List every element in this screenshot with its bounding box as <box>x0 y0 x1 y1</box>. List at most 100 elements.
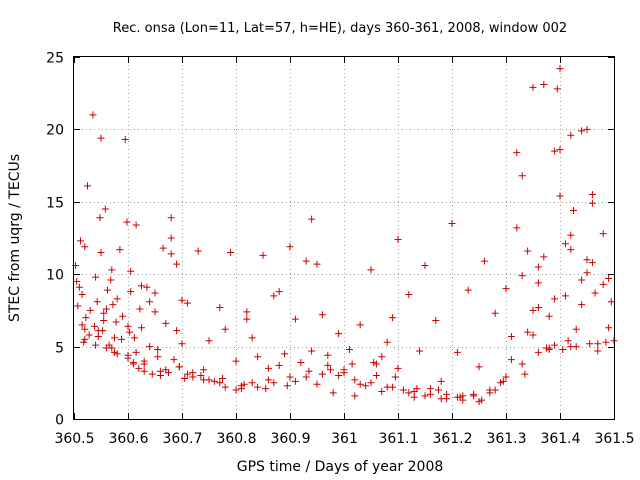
data-point <box>594 340 602 348</box>
data-point <box>602 338 610 346</box>
data-point <box>216 379 224 387</box>
data-point <box>248 379 256 387</box>
x-tick-label: 361 <box>331 431 358 447</box>
data-point <box>262 385 270 393</box>
data-point <box>264 364 272 372</box>
data-point <box>351 392 359 400</box>
data-point <box>173 260 181 268</box>
data-point <box>335 372 343 380</box>
data-point <box>389 314 397 322</box>
data-point <box>324 361 332 369</box>
data-point <box>405 389 413 397</box>
data-point <box>345 345 353 353</box>
data-point <box>586 340 594 348</box>
data-point <box>435 386 442 394</box>
data-point <box>394 235 402 243</box>
data-point <box>254 383 262 391</box>
data-point <box>248 334 256 342</box>
data-point <box>367 379 375 387</box>
data-point <box>162 366 170 374</box>
data-point <box>119 312 127 320</box>
data-point <box>178 340 186 348</box>
data-point <box>567 131 575 139</box>
data-point <box>561 292 569 300</box>
x-tick-label: 361.1 <box>378 431 418 447</box>
data-point <box>443 390 451 398</box>
data-point <box>94 327 102 335</box>
data-point <box>561 240 569 248</box>
x-tick-label: 360.6 <box>108 431 148 447</box>
data-point <box>275 361 283 369</box>
y-tick-label: 0 <box>55 413 64 429</box>
data-point <box>588 259 596 267</box>
data-point <box>221 325 229 333</box>
data-point <box>126 328 134 336</box>
data-point <box>405 290 413 298</box>
data-point <box>146 298 154 306</box>
data-point <box>475 363 483 371</box>
data-point <box>146 343 154 351</box>
data-point <box>599 280 607 288</box>
data-point <box>351 376 359 384</box>
data-point <box>116 246 124 254</box>
data-point <box>378 353 386 361</box>
data-point <box>534 348 542 356</box>
data-point <box>356 321 364 329</box>
data-point <box>551 341 559 349</box>
data-point <box>100 309 108 317</box>
grid <box>74 57 614 419</box>
data-point <box>82 314 90 322</box>
data-point <box>578 276 586 284</box>
data-point <box>529 83 537 91</box>
data-point <box>464 286 472 294</box>
data-point <box>97 248 105 256</box>
data-point <box>607 298 615 306</box>
data-point <box>559 345 567 353</box>
data-point <box>197 372 205 380</box>
data-point <box>556 146 564 154</box>
data-point <box>127 267 135 275</box>
data-points <box>72 65 618 406</box>
data-point <box>513 149 521 157</box>
data-point <box>216 304 224 312</box>
data-point <box>521 370 529 378</box>
data-point <box>570 206 577 214</box>
data-point <box>588 191 596 199</box>
data-point <box>502 285 510 293</box>
data-point <box>210 377 218 385</box>
data-point <box>92 341 100 349</box>
data-point <box>594 347 602 355</box>
data-point <box>92 273 100 281</box>
data-point <box>101 205 109 213</box>
data-point <box>356 380 364 388</box>
data-point <box>551 295 559 303</box>
data-point <box>154 345 162 353</box>
data-point <box>524 247 532 255</box>
data-point <box>113 295 121 303</box>
data-point <box>167 214 175 222</box>
data-point <box>553 85 561 93</box>
data-point <box>112 318 120 326</box>
data-point <box>189 369 197 377</box>
data-point <box>103 286 111 294</box>
data-point <box>318 370 326 378</box>
data-point <box>118 335 126 343</box>
data-point <box>162 319 170 327</box>
data-point <box>291 315 299 323</box>
data-point <box>183 299 191 307</box>
data-point <box>175 363 183 371</box>
data-point <box>283 382 291 390</box>
data-point <box>96 214 104 222</box>
data-point <box>286 373 294 381</box>
data-point <box>540 253 548 261</box>
data-point <box>143 283 151 291</box>
y-tick-label: 20 <box>46 123 64 139</box>
data-point <box>529 331 537 339</box>
data-point <box>275 288 283 296</box>
data-point <box>470 390 478 398</box>
data-point <box>432 317 440 325</box>
data-point <box>540 81 548 89</box>
data-point <box>129 359 137 367</box>
data-point <box>173 327 181 335</box>
data-point <box>391 373 399 381</box>
